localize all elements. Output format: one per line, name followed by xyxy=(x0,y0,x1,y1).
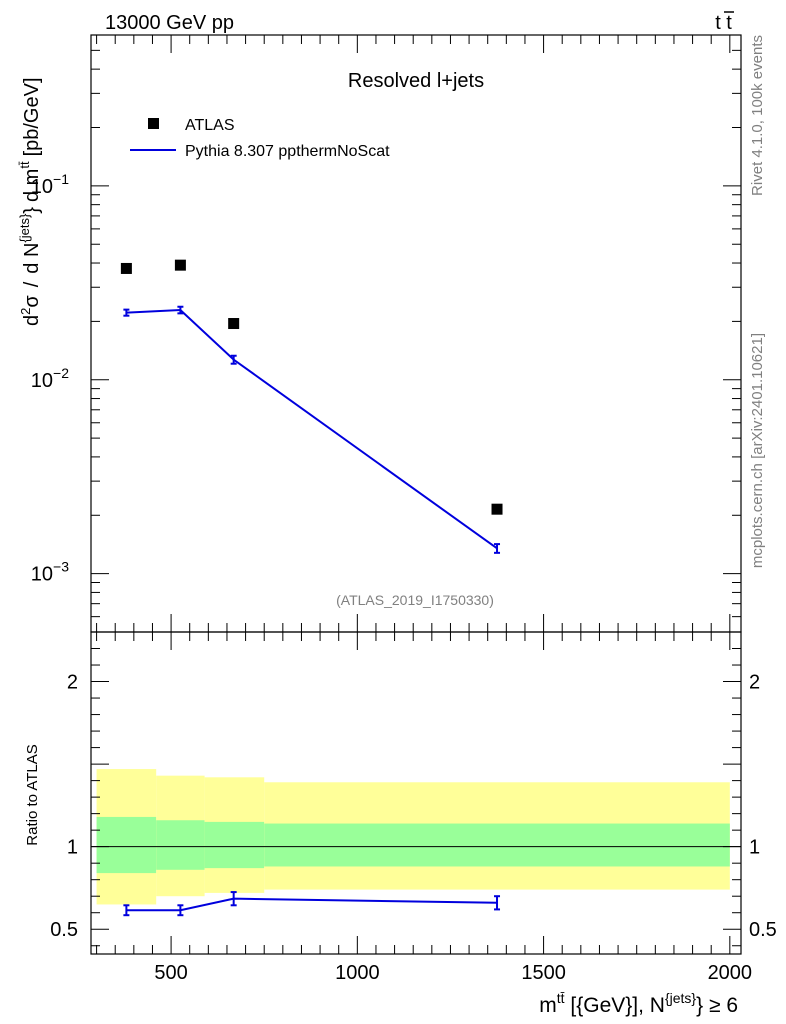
header-process-t1: t xyxy=(715,12,721,34)
legend-atlas-marker xyxy=(148,118,159,129)
legend-mc-label: Pythia 8.307 ppthermNoScat xyxy=(185,143,390,160)
main-ticks xyxy=(91,35,741,633)
analysis-watermark: (ATLAS_2019_I1750330) xyxy=(336,592,494,608)
ylabel-dn-sup: {jets} xyxy=(17,213,32,243)
header-process-t2: t xyxy=(726,12,732,34)
ratio-mc-line xyxy=(126,897,498,912)
ratio-ytick-label-left-2: 2 xyxy=(67,672,78,694)
ylabel-d: d xyxy=(21,315,43,326)
main-y-axis-label: d2σ / d N{jets}} d mtt̄ [pb/GeV] xyxy=(17,77,43,326)
rivet-label: Rivet 4.1.0, 100k events xyxy=(749,35,766,196)
ylabel-close: } xyxy=(21,207,43,214)
ratio-xtick-label-1: 1000 xyxy=(335,962,380,984)
ylabel-dm-sup: tt̄ xyxy=(17,161,32,169)
main-ytick-base: 10 xyxy=(31,176,53,198)
header-process: t t xyxy=(715,11,734,34)
mcplots-label: mcplots.cern.ch [arXiv:2401.10621] xyxy=(749,333,766,568)
ratio-ytick-label-right-0: 0.5 xyxy=(749,919,777,941)
main-ytick-label-2: 10−3 xyxy=(31,559,69,586)
ylabel-slash: / xyxy=(21,281,43,287)
xlabel-m: m xyxy=(539,994,557,1017)
main-ytick-exp: −3 xyxy=(53,559,69,575)
ratio-ytick-labels: 0.5 1 2 xyxy=(50,672,78,942)
xlabel-m-sup: tt̄ xyxy=(557,990,565,1006)
main-data-point xyxy=(491,503,503,515)
main-data-series xyxy=(120,259,503,515)
main-ytick-label-0: 10−1 xyxy=(31,171,69,198)
ratio-band-inner xyxy=(96,816,157,874)
x-axis-label: mtt̄ [{GeV}], N{jets}} ≥ 6 xyxy=(539,990,738,1017)
ratio-xtick-label-2: 1500 xyxy=(521,962,566,984)
xlabel-n-sup: {jets} xyxy=(665,990,696,1006)
main-ytick-base: 10 xyxy=(31,564,53,586)
main-ytick-labels: 10−110−210−3 xyxy=(31,171,69,586)
main-title: Resolved l+jets xyxy=(348,70,484,92)
xlabel-cond: } ≥ 6 xyxy=(696,994,738,1017)
ratio-band-inner xyxy=(156,820,205,870)
main-ytick-base: 10 xyxy=(31,370,53,392)
ratio-xtick-label-0: 500 xyxy=(154,962,187,984)
ylabel-sigma: σ xyxy=(21,295,43,308)
ylabel-dm: d m xyxy=(21,169,43,202)
ratio-ytick-labels-right: 0.5 1 2 xyxy=(749,672,777,942)
main-panel: 10−110−210−3 Resolved l+jets (ATLAS_2019… xyxy=(17,34,742,633)
ratio-ytick-label-left-0: 0.5 xyxy=(50,919,78,941)
ratio-band-inner xyxy=(204,821,265,869)
ratio-panel: 0.5 1 2 0.5 1 2 500 1000 1500 2000 Ratio to ATL… xyxy=(24,631,777,1017)
ratio-ticks xyxy=(91,632,741,954)
ratio-ytick-label-right-1: 1 xyxy=(749,837,760,859)
header-energy: 13000 GeV pp xyxy=(105,12,234,34)
xlabel-unit: [{GeV}], N xyxy=(565,994,665,1017)
ylabel-dn: d N xyxy=(21,243,43,274)
main-data-point xyxy=(174,259,186,271)
ratio-y-axis-label: Ratio to ATLAS xyxy=(24,744,41,845)
ratio-frame xyxy=(90,631,742,955)
ratio-bands xyxy=(96,769,730,905)
main-ytick-exp: −2 xyxy=(53,365,69,381)
legend-atlas-label: ATLAS xyxy=(185,117,235,134)
ratio-mc-series xyxy=(123,891,501,917)
main-ytick-exp: −1 xyxy=(53,171,69,187)
legend: ATLAS Pythia 8.307 ppthermNoScat xyxy=(130,117,390,160)
ylabel-unit: [pb/GeV] xyxy=(21,77,43,156)
main-data-point xyxy=(120,262,132,274)
ratio-xtick-labels: 500 1000 1500 2000 xyxy=(154,962,752,984)
ratio-xtick-label-3: 2000 xyxy=(708,962,753,984)
main-mc-line xyxy=(126,308,498,550)
ratio-ytick-label-right-2: 2 xyxy=(749,672,760,694)
ratio-band-inner xyxy=(264,823,730,867)
ratio-ytick-label-left-1: 1 xyxy=(67,837,78,859)
main-ytick-label-1: 10−2 xyxy=(31,365,69,392)
ylabel-d-sup: 2 xyxy=(18,308,33,315)
main-mc-series xyxy=(123,305,501,554)
main-data-point xyxy=(228,318,240,330)
